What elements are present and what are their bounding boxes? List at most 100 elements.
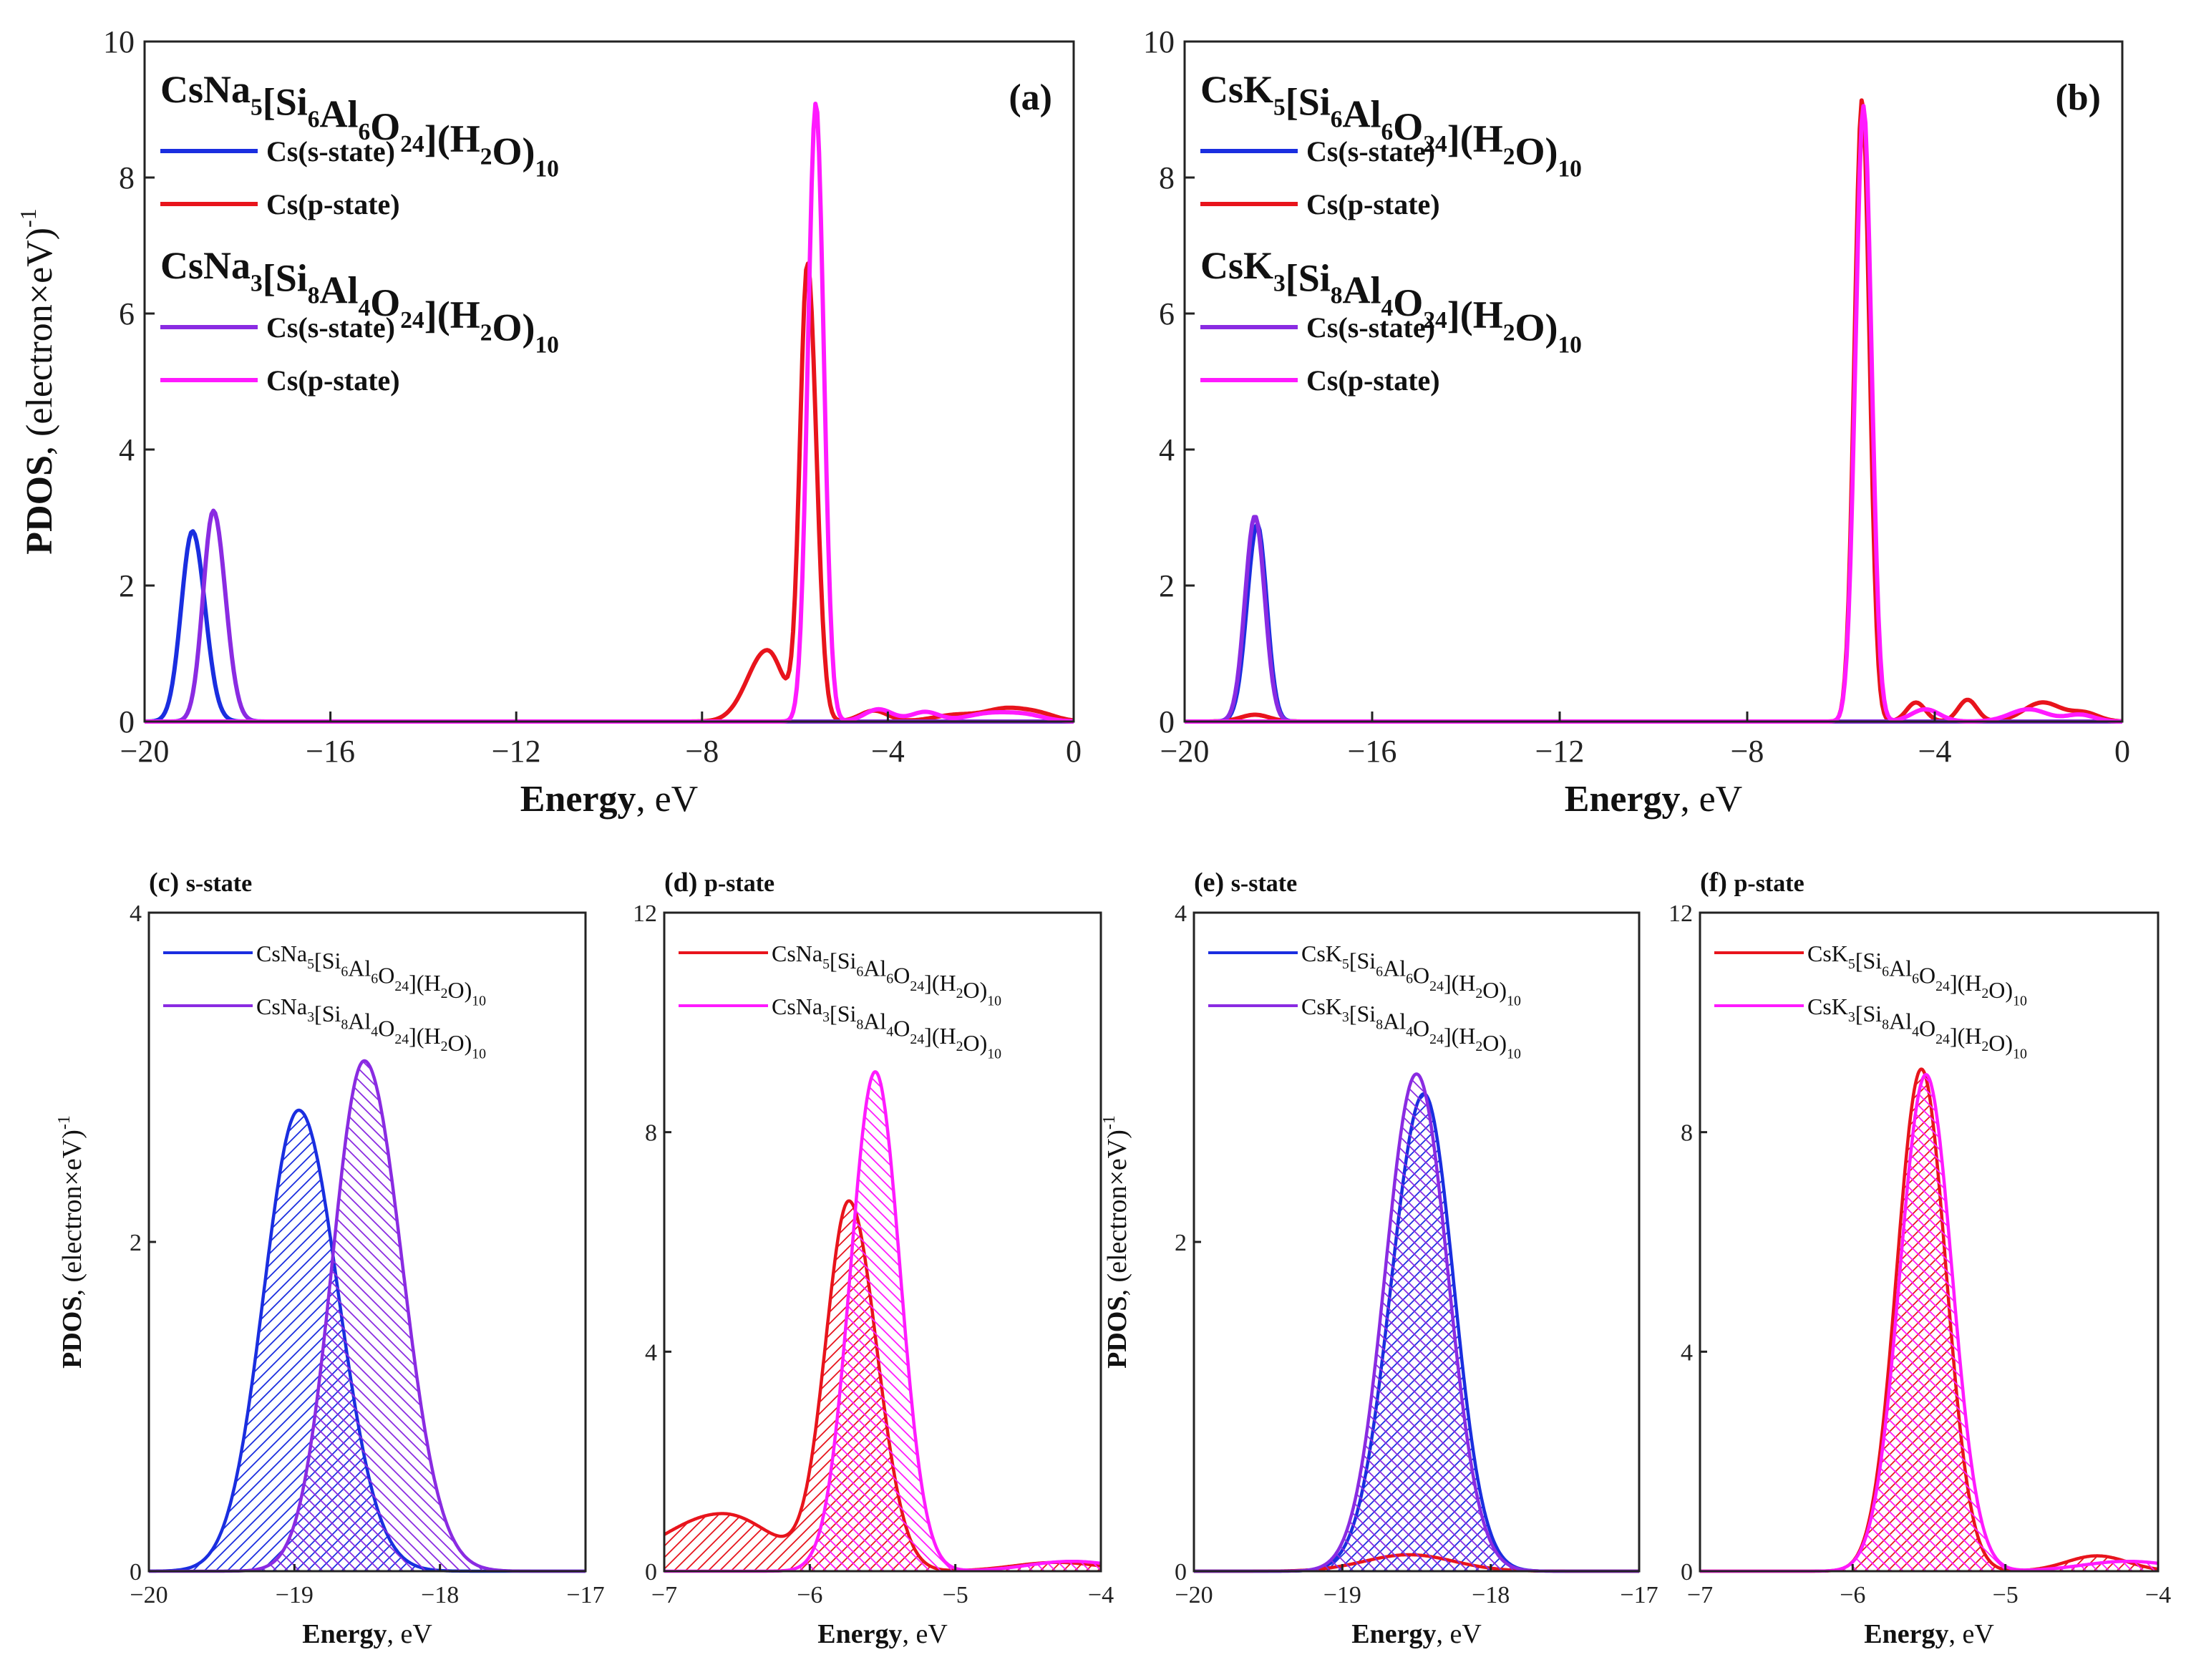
legend-label: Cs(p-state) xyxy=(266,364,400,397)
x-tick-label: 0 xyxy=(2114,734,2130,769)
legend-label: Cs(s-state) xyxy=(266,311,395,344)
x-tick-label: −5 xyxy=(1993,1582,2019,1608)
legend-formula: CsK5[Si6Al6O24](H2O)10 xyxy=(1200,68,1582,183)
x-axis-label: Energy, eV xyxy=(520,779,698,820)
plot-frame xyxy=(143,40,1075,723)
y-tick-label: 0 xyxy=(1159,704,1175,739)
legend-label: Cs(s-state) xyxy=(1306,135,1435,167)
legend-label: Cs(p-state) xyxy=(266,188,400,220)
legend-formula: CsNa5[Si6Al6O24](H2O)10 xyxy=(160,68,559,183)
legend-label: CsNa3[Si8Al4O24](H2O)10 xyxy=(772,994,1001,1062)
x-tick-label: −4 xyxy=(2145,1582,2171,1608)
legend-label: CsK5[Si6Al6O24](H2O)10 xyxy=(1301,941,1521,1009)
y-tick-label: 12 xyxy=(633,900,657,927)
x-tick-label: −6 xyxy=(797,1582,822,1608)
legend-formula: CsNa3[Si8Al4O24](H2O)10 xyxy=(160,244,559,359)
panel-b: −20 −16 −12 −8 −4 0 0 2 4 6 8 10 Energy, eV (b) CsK5[S… xyxy=(1143,24,2130,820)
plot-frame xyxy=(663,911,1102,1573)
plot-frame xyxy=(1183,40,2124,723)
x-tick-label: −18 xyxy=(1472,1582,1510,1608)
x-tick-label: −8 xyxy=(1731,734,1764,769)
area-ck3_p xyxy=(1700,1074,2158,1571)
x-axis-label: Energy, eV xyxy=(1864,1619,1994,1649)
legend-label: CsNa5[Si6Al6O24](H2O)10 xyxy=(256,941,486,1009)
panel-label: (b) xyxy=(2055,77,2101,118)
y-tick-label: 0 xyxy=(1175,1559,1187,1586)
x-tick-label: −5 xyxy=(943,1582,968,1608)
x-axis-label: Energy, eV xyxy=(1565,779,1742,820)
panel-a: −20 −16 −12 −8 −4 0 0 2 4 6 8 10 Energy, eV PDOS, (el… xyxy=(15,24,1082,820)
x-tick-label: −20 xyxy=(130,1582,167,1608)
x-tick-label: −20 xyxy=(1160,734,1210,769)
panel-label: (e) s-state xyxy=(1194,868,1297,898)
y-tick-label: 2 xyxy=(1159,568,1175,603)
x-tick-label: −4 xyxy=(1918,734,1952,769)
y-tick-label: 6 xyxy=(1159,296,1175,331)
x-axis-label: Energy, eV xyxy=(302,1619,432,1649)
x-axis-label: Energy, eV xyxy=(817,1619,948,1649)
legend-formula: CsK3[Si8Al4O24](H2O)10 xyxy=(1200,244,1582,359)
y-tick-label: 4 xyxy=(1159,432,1175,467)
series-line-ck3_s xyxy=(1184,515,2123,724)
series-line-ck5_s xyxy=(1184,522,2123,724)
y-tick-label: 10 xyxy=(1143,24,1175,59)
panel-label: (a) xyxy=(1009,77,1052,118)
y-tick-label: 2 xyxy=(119,568,135,603)
legend-label: CsK5[Si6Al6O24](H2O)10 xyxy=(1807,941,2027,1009)
y-axis-label: PDOS, (electron×eV)-1 xyxy=(15,208,60,554)
y-tick-label: 0 xyxy=(130,1559,142,1586)
x-axis-label: Energy, eV xyxy=(1351,1619,1482,1649)
series-line-cs5_s xyxy=(144,529,1074,724)
legend-label: CsK3[Si8Al4O24](H2O)10 xyxy=(1301,994,1521,1062)
y-tick-label: 8 xyxy=(1681,1120,1693,1147)
y-tick-label: 0 xyxy=(1681,1559,1693,1586)
area-cs3_s xyxy=(149,1061,586,1571)
x-tick-label: −12 xyxy=(492,734,541,769)
panel-label: (f) p-state xyxy=(1700,868,1804,898)
x-tick-label: 0 xyxy=(1066,734,1082,769)
x-tick-label: −19 xyxy=(276,1582,314,1608)
panel-label: (d) p-state xyxy=(664,868,774,898)
panel-e: −20 −19 −18 −17 0 2 4 Energy, eV PDOS, (electron… xyxy=(1100,868,1658,1649)
y-tick-label: 8 xyxy=(119,160,135,195)
legend-label: Cs(p-state) xyxy=(1306,188,1440,220)
x-tick-label: −20 xyxy=(120,734,170,769)
y-tick-label: 12 xyxy=(1668,900,1693,927)
y-tick-label: 2 xyxy=(130,1230,142,1256)
plot-frame xyxy=(1699,911,2160,1573)
area-cs3_p xyxy=(664,1072,1101,1571)
x-tick-label: −20 xyxy=(1175,1582,1213,1608)
y-tick-label: 10 xyxy=(103,24,135,59)
legend-label: Cs(s-state) xyxy=(1306,311,1435,344)
area-ck3_s xyxy=(1194,1074,1639,1571)
x-tick-label: −17 xyxy=(1620,1582,1658,1608)
y-axis-label: PDOS, (electron×eV)-1 xyxy=(1100,1115,1132,1369)
panel-c: −20 −19 −18 −17 0 2 4 Energy, eV PDOS, (electron… xyxy=(55,868,605,1649)
x-tick-label: −4 xyxy=(1088,1582,1114,1608)
legend-label: CsNa3[Si8Al4O24](H2O)10 xyxy=(256,994,486,1062)
x-tick-label: −4 xyxy=(871,734,905,769)
series-line-cs3_s xyxy=(144,508,1074,724)
x-tick-label: −16 xyxy=(306,734,355,769)
y-tick-label: 4 xyxy=(119,432,135,467)
panel-label: (c) s-state xyxy=(149,868,252,898)
y-tick-label: 8 xyxy=(645,1120,657,1147)
x-tick-label: −6 xyxy=(1840,1582,1865,1608)
y-tick-label: 8 xyxy=(1159,160,1175,195)
x-tick-label: −18 xyxy=(421,1582,459,1608)
y-tick-label: 0 xyxy=(645,1559,657,1586)
x-tick-label: −12 xyxy=(1535,734,1585,769)
y-tick-label: 2 xyxy=(1175,1230,1187,1256)
y-axis-label: PDOS, (electron×eV)-1 xyxy=(55,1115,87,1369)
x-tick-label: −19 xyxy=(1323,1582,1361,1608)
y-tick-label: 4 xyxy=(1175,900,1187,927)
legend-label: Cs(p-state) xyxy=(1306,364,1440,397)
legend-label: Cs(s-state) xyxy=(266,135,395,167)
area-cs5_s xyxy=(149,1110,586,1571)
x-tick-label: −17 xyxy=(566,1582,604,1608)
y-tick-label: 6 xyxy=(119,296,135,331)
legend-label: CsK3[Si8Al4O24](H2O)10 xyxy=(1807,994,2027,1062)
y-tick-label: 4 xyxy=(130,900,142,927)
x-tick-label: −7 xyxy=(1687,1582,1713,1608)
